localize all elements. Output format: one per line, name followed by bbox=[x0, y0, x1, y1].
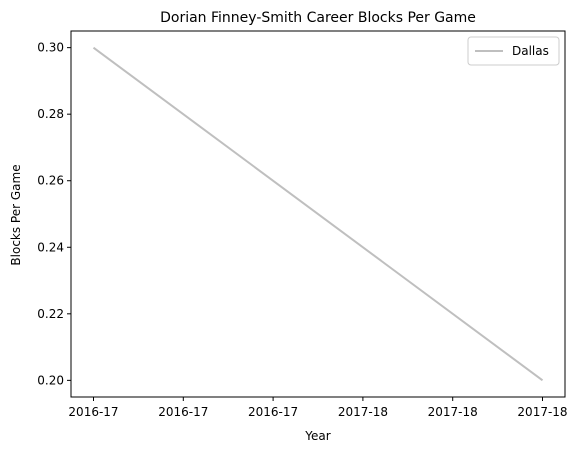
legend-label: Dallas bbox=[512, 44, 549, 58]
series-line-dallas bbox=[92, 46, 544, 382]
legend: Dallas bbox=[467, 36, 560, 66]
y-tick-label: 0.20 bbox=[37, 373, 64, 387]
x-tick-label: 2017-18 bbox=[517, 405, 567, 419]
x-tick-label: 2016-17 bbox=[158, 405, 208, 419]
plot-area-frame bbox=[70, 30, 566, 398]
x-axis-ticks: 2016-17 2016-17 2016-17 2017-18 2017-18 2017-… bbox=[68, 397, 568, 419]
x-axis-label: Year bbox=[304, 429, 330, 443]
chart-title: Dorian Finney-Smith Career Blocks Per Ga… bbox=[160, 10, 476, 26]
x-tick-label: 2017-18 bbox=[338, 405, 388, 419]
y-tick-label: 0.24 bbox=[37, 240, 64, 254]
y-axis-ticks: 0.20 0.22 0.24 0.26 0.28 0.30 bbox=[37, 41, 71, 387]
x-tick-label: 2016-17 bbox=[248, 405, 298, 419]
legend-frame bbox=[467, 36, 560, 66]
x-tick-label: 2017-18 bbox=[428, 405, 478, 419]
y-tick-label: 0.28 bbox=[37, 107, 64, 121]
y-tick-label: 0.26 bbox=[37, 174, 64, 188]
x-tick-label: 2016-17 bbox=[68, 405, 118, 419]
series-layer bbox=[92, 46, 544, 382]
y-tick-label: 0.30 bbox=[37, 41, 64, 55]
y-axis-label: Blocks Per Game bbox=[9, 164, 23, 265]
y-tick-label: 0.22 bbox=[37, 307, 64, 321]
